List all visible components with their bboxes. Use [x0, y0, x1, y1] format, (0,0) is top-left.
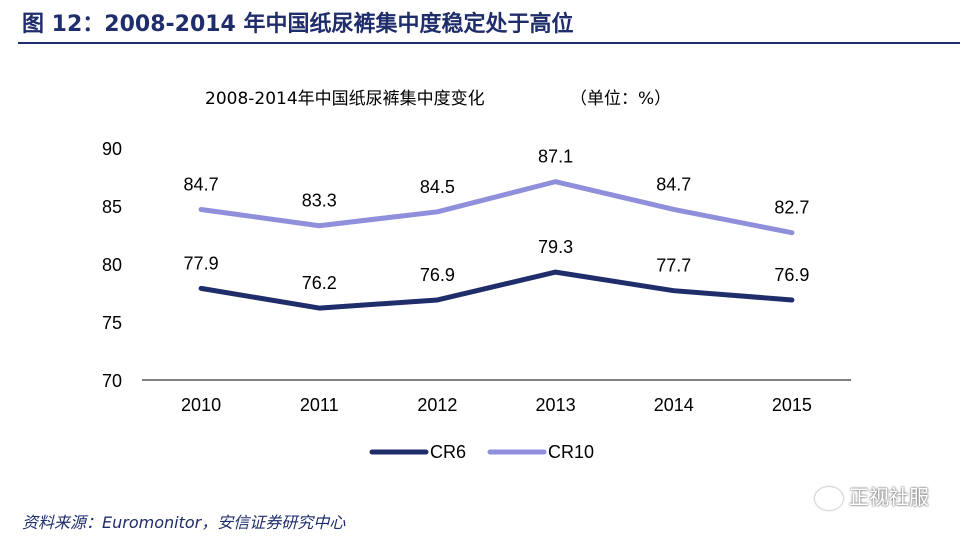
series-line-cr6: [198, 269, 795, 311]
data-label: 76.2: [302, 273, 337, 293]
source-note: 资料来源：Euromonitor，安信证券研究中心: [22, 513, 346, 532]
data-label: 79.3: [538, 237, 573, 257]
x-tick-label: 2012: [417, 395, 457, 415]
series-lines: [198, 179, 795, 311]
data-label: 82.7: [774, 198, 809, 218]
legend: CR6 CR10: [369, 442, 594, 462]
y-tick-label: 80: [102, 255, 122, 275]
legend-label-cr10: CR10: [548, 442, 594, 462]
data-label: 77.7: [656, 256, 691, 276]
data-label: 84.5: [420, 177, 455, 197]
y-tick-label: 90: [102, 139, 122, 159]
legend-label-cr6: CR6: [430, 442, 466, 462]
y-axis-ticks: 70 75 80 85 90: [102, 139, 122, 391]
data-label: 83.3: [302, 191, 337, 211]
chart-unit-note: （单位：%）: [570, 89, 671, 109]
x-tick-label: 2010: [181, 395, 221, 415]
x-tick-label: 2014: [654, 395, 694, 415]
data-label: 77.9: [184, 253, 219, 273]
figure-title: 图 12：2008-2014 年中国纸尿裤集中度稳定处于高位: [22, 12, 574, 37]
watermark-text: 正视社服: [849, 485, 929, 509]
x-tick-label: 2011: [300, 395, 339, 415]
watermark: 正视社服: [815, 481, 929, 510]
x-tick-label: 2013: [536, 395, 576, 415]
chart-title: 2008-2014年中国纸尿裤集中度变化: [205, 89, 485, 109]
data-label: 87.1: [538, 147, 573, 167]
y-tick-label: 75: [102, 313, 122, 333]
data-labels: 77.9 76.2 76.9 79.3 77.7 76.9 84.7 83.3 84.5 87.1…: [184, 147, 810, 293]
data-label: 84.7: [656, 174, 691, 194]
title-divider: [18, 42, 960, 44]
x-axis-ticks: 2010 2011 2012 2013 2014 2015: [181, 395, 812, 415]
wechat-icon: [815, 487, 843, 510]
series-line-cr10: [198, 179, 795, 236]
data-label: 76.9: [774, 265, 809, 285]
y-tick-label: 85: [102, 197, 122, 217]
y-tick-label: 70: [102, 371, 122, 391]
data-label: 76.9: [420, 265, 455, 285]
x-tick-label: 2015: [772, 395, 812, 415]
data-label: 84.7: [184, 174, 219, 194]
